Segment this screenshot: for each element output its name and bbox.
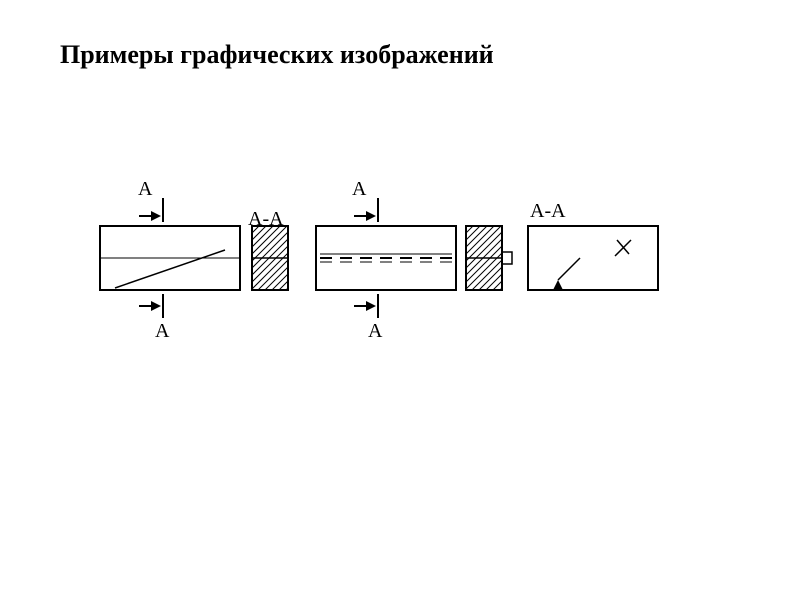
section-label-2: A [352, 178, 366, 201]
section-label-4: A [155, 320, 169, 343]
section-label-0: A [138, 178, 152, 201]
section-label-1: A-A [248, 208, 284, 231]
section-label-5: A [368, 320, 382, 343]
section-label-3: A-A [530, 200, 566, 223]
drawing-canvas [0, 0, 800, 600]
